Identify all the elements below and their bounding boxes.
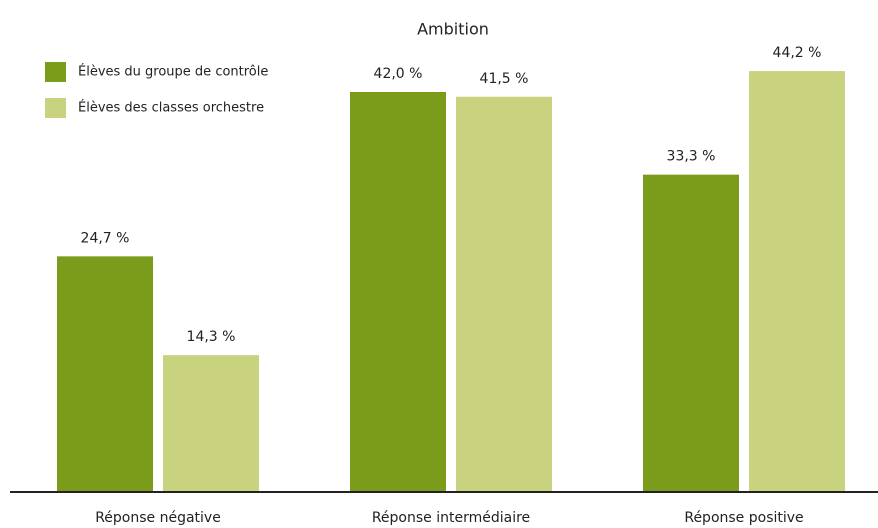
chart-title: Ambition [417, 20, 489, 39]
value-label: 41,5 % [480, 71, 529, 87]
x-tick-label: Réponse positive [684, 510, 803, 526]
legend-swatch [45, 98, 66, 118]
value-label: 14,3 % [187, 329, 236, 345]
x-tick-label: Réponse intermédiaire [372, 510, 530, 526]
value-label: 24,7 % [81, 230, 130, 246]
bar [456, 96, 552, 491]
bar [57, 256, 153, 491]
legend-label: Élèves du groupe de contrôle [78, 64, 268, 80]
legend-swatch [45, 62, 66, 82]
value-label: 33,3 % [667, 149, 716, 165]
value-label: 44,2 % [773, 45, 822, 61]
bar [163, 355, 259, 491]
bar [350, 92, 446, 491]
value-label: 42,0 % [374, 66, 423, 82]
legend-label: Élèves des classes orchestre [78, 100, 264, 116]
bar [749, 71, 845, 491]
x-tick-label: Réponse négative [95, 510, 221, 526]
bar [643, 174, 739, 491]
